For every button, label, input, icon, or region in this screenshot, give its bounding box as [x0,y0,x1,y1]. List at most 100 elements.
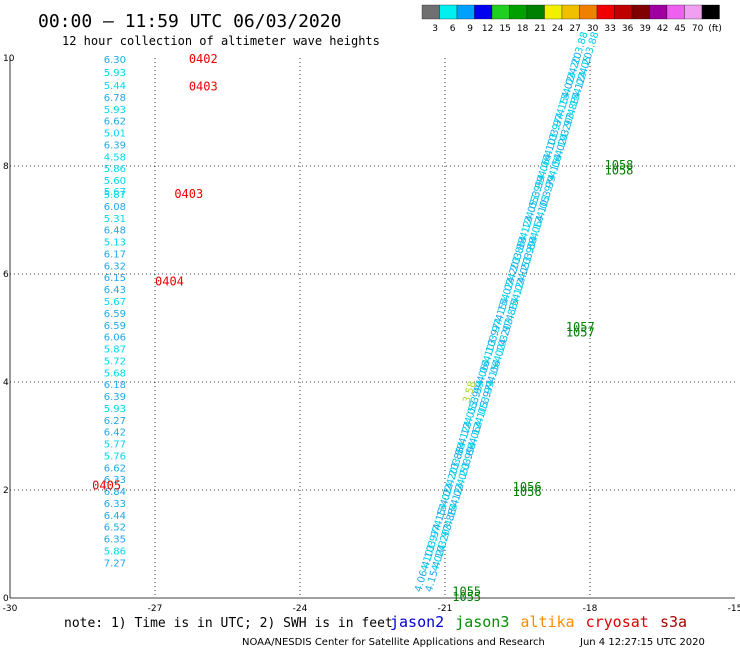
wave-height-label: 6.44 [104,511,126,522]
legend-swatch [474,4,493,20]
wave-height-label: 6.18 [104,380,126,391]
wave-height-label: 6.43 [104,285,126,296]
legend-swatch [684,4,703,20]
satellite-legend-label: jason2 [390,613,444,631]
y-tick-label: 6 [3,270,9,280]
wave-height-label: 6.32 [104,261,126,272]
wave-height-label: 5.67 [104,187,126,198]
wave-height-label: 5.60 [104,176,126,187]
wave-height-label: 6.17 [104,249,126,260]
legend-label: 3 [432,24,438,34]
time-label: 1058 [605,163,634,177]
wave-height-label: 6.33 [104,499,126,510]
legend-swatch [701,4,720,20]
x-tick-label: -30 [3,604,18,614]
satellite-legend-label: cryosat [586,613,649,631]
legend-swatch [649,4,668,20]
wave-height-label: 5.72 [104,356,126,367]
time-label: 1057 [566,320,595,334]
wave-height-label: 6.78 [104,93,126,104]
left-satellite-track: 6.305.935.446.785.936.625.016.394.585.86… [92,52,218,569]
wave-height-label: 6.59 [104,321,126,332]
legend-swatch [614,4,633,20]
legend-swatch [596,4,615,20]
wave-height-label: 6.52 [104,523,126,534]
wave-height-label: 6.62 [104,463,126,474]
legend-label: 36 [622,24,634,34]
wave-height-label: 5.93 [104,404,126,415]
legend-label: 27 [569,24,580,34]
wave-height-label: 5.87 [104,345,126,356]
wave-height-label: 5.87 [104,190,126,201]
y-tick-label: 2 [3,486,9,496]
wave-height-label: 4.58 [104,152,126,163]
x-tick-label: -21 [438,604,453,614]
time-label: 1056 [513,480,542,494]
wave-height-label: 5.86 [104,546,126,557]
time-label: 1055 [452,590,481,604]
chart-title: 00:00 – 11:59 UTC 06/03/2020 [38,11,341,32]
wave-height-label: 6.48 [104,226,126,237]
legend-label: 24 [552,24,564,34]
satellite-legend-label: altika [520,613,574,631]
time-label: 0403 [189,80,218,94]
footer-timestamp: Jun 4 12:27:15 UTC 2020 [579,637,705,648]
legend-label: 42 [657,24,668,34]
time-label: 0404 [155,275,184,289]
wave-height-label: 5.01 [104,129,126,140]
footer-credit: NOAA/NESDIS Center for Satellite Applica… [242,637,545,648]
legend-label: 21 [534,24,545,34]
satellite-legend: jason2 jason3 altika cryosat s3a [390,613,687,631]
y-tick-label: 4 [3,378,9,388]
color-scale-legend: 3 6 9 12 15 18 21 24 27 30 33 36 39 42 45 70 (ft) [421,4,722,34]
wave-height-label: 6.08 [104,202,126,213]
x-tick-label: -15 [728,604,740,614]
plot-grid [10,58,735,598]
x-tick-label: -18 [583,604,598,614]
wave-height-label: 5.68 [104,368,126,379]
wave-height-label: 5.44 [104,81,126,92]
wave-height-label: 5.93 [104,105,126,116]
axis-tick-labels: -30 -27 -24 -21 -18 -15 0 2 4 6 8 10 [3,54,740,614]
wave-height-label: 6.39 [104,392,126,403]
wave-height-label: 7.27 [104,558,126,569]
time-label: 1056 [513,485,542,499]
legend-swatch [421,4,440,20]
legend-label: 18 [517,24,529,34]
legend-label: 39 [639,24,651,34]
legend-swatch [666,4,685,20]
wave-height-label: 6.42 [104,428,126,439]
legend-swatch [491,4,510,20]
wave-height-label: 6.39 [104,140,126,151]
legend-label: 15 [499,24,510,34]
legend-swatch [561,4,580,20]
time-label: 1058 [605,158,634,172]
legend-label: 33 [604,24,615,34]
satellite-legend-label: s3a [660,613,687,631]
wave-height-label: 5.86 [104,164,126,175]
wave-height-label: 6.84 [104,487,126,498]
time-label: 0402 [189,52,218,66]
wave-height-label: 6.15 [104,273,126,284]
legend-label: 9 [467,24,473,34]
legend-label: (ft) [708,24,722,34]
footer-note: note: 1) Time is in UTC; 2) SWH is in fe… [64,616,393,631]
x-tick-label: -24 [293,604,308,614]
wave-height-label: 6.62 [104,117,126,128]
legend-swatch [631,4,650,20]
wave-height-label: 6.59 [104,309,126,320]
wave-height-label: 5.31 [104,214,126,225]
legend-swatch [579,4,598,20]
time-label: 1057 [566,325,595,339]
legend-label: 45 [674,24,685,34]
wave-height-label: 5.93 [104,68,126,79]
chart-subtitle: 12 hour collection of altimeter wave hei… [62,34,380,48]
y-tick-label: 0 [3,594,9,604]
y-tick-label: 10 [3,54,15,64]
legend-swatch [439,4,458,20]
wave-height-label: 5.77 [104,440,126,451]
wave-height-label: 5.76 [104,451,126,462]
legend-swatch [526,4,545,20]
legend-swatch [509,4,528,20]
